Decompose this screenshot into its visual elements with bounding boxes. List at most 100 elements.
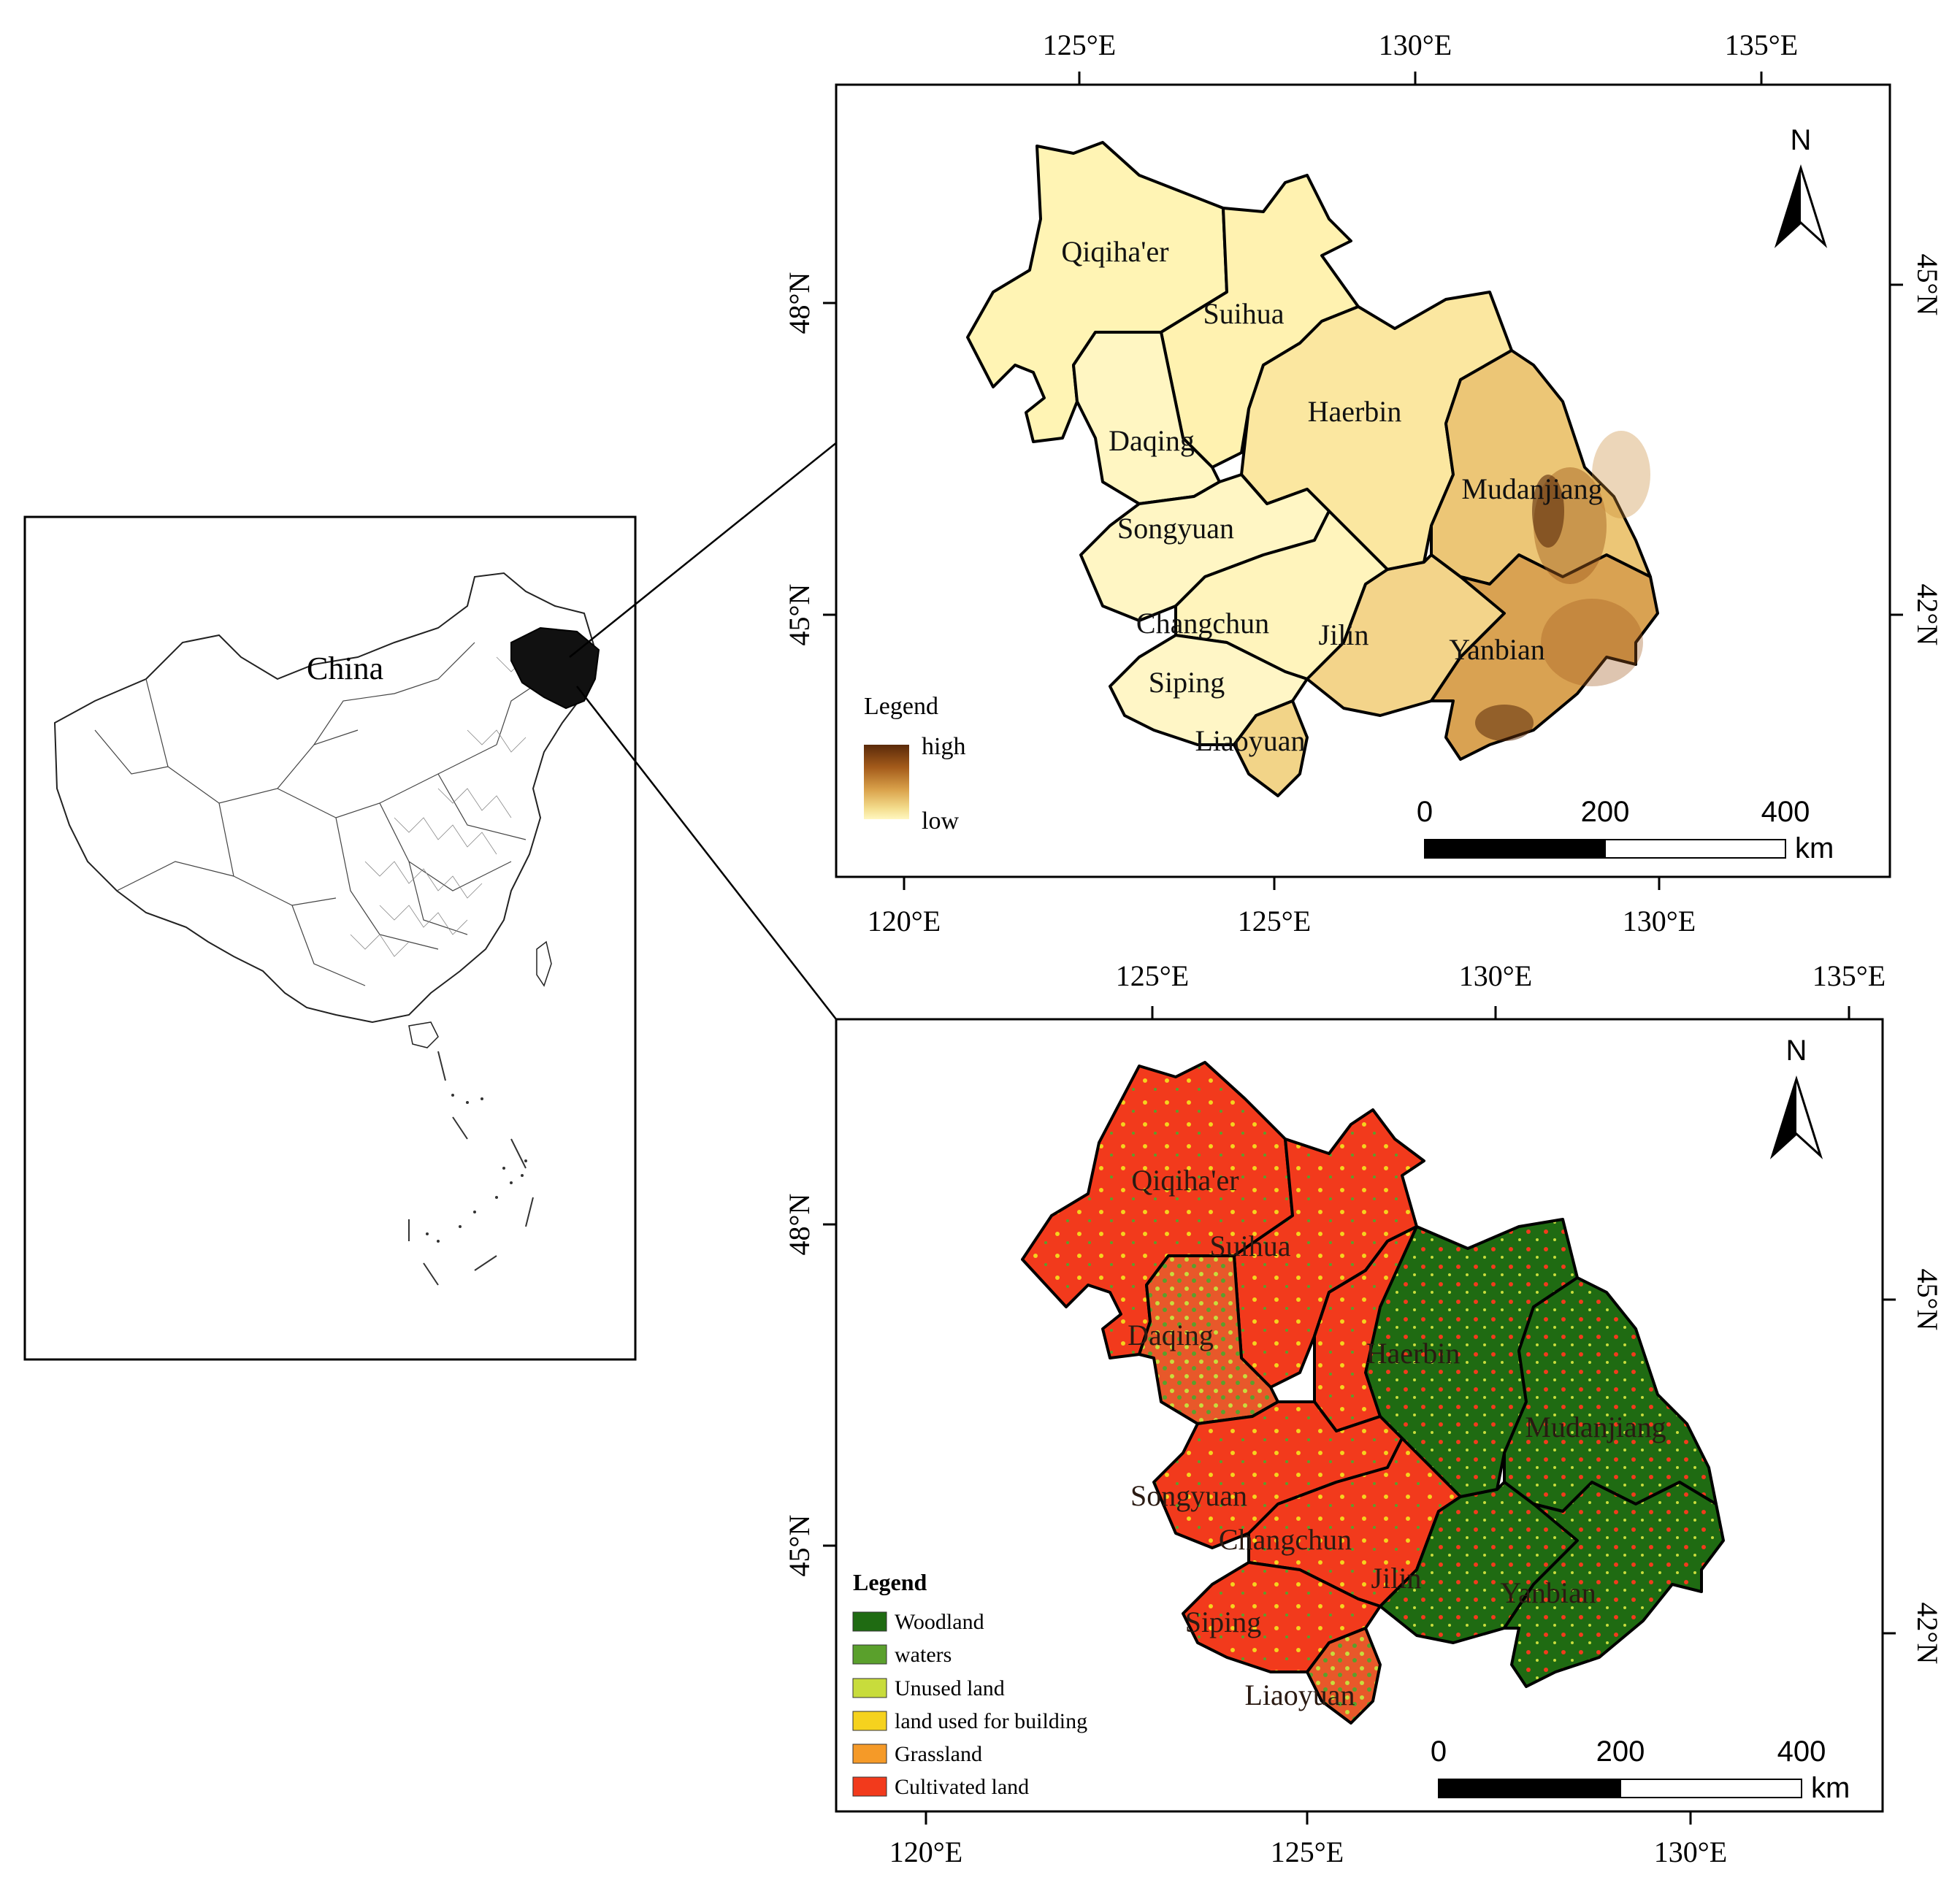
nine-dash-line xyxy=(408,1051,534,1286)
south-china-sea-islands xyxy=(426,1094,527,1243)
dem-scale-bar: 0 200 400 km xyxy=(1417,796,1834,864)
north-arrow-half-icon xyxy=(1772,1079,1796,1156)
dem-bottom-ticks: 120°E 125°E 130°E xyxy=(868,877,1696,937)
legend-label-waters: waters xyxy=(895,1643,952,1667)
hainan-island xyxy=(408,1021,439,1048)
dem-top-tick-label: 130°E xyxy=(1379,28,1452,61)
legend-label-unused-land: Unused land xyxy=(895,1676,1005,1700)
dem-elevation-ramp xyxy=(864,745,909,819)
dem-legend-title: Legend xyxy=(864,693,938,720)
landuse-top-tick-label: 130°E xyxy=(1459,959,1532,992)
dem-left-tick-label: 48°N xyxy=(783,272,816,334)
landuse-right-tick-label: 45°N xyxy=(1911,1269,1944,1331)
legend-swatch-unused-land xyxy=(852,1678,887,1698)
region-label-yanbian: Yanbian xyxy=(1449,633,1545,666)
landuse-top-tick-label: 125°E xyxy=(1116,959,1189,992)
dem-top-ticks: 125°E 130°E 135°E xyxy=(1043,28,1798,85)
taiwan-island xyxy=(536,940,552,987)
landuse-scale-bar: 0 200 400 km xyxy=(1431,1735,1850,1804)
dem-legend-low: low xyxy=(922,808,959,835)
dem-region-labels: Qiqiha'er Suihua Daqing Haerbin Mudanjia… xyxy=(1061,235,1602,757)
landuse-left-tick-label: 45°N xyxy=(783,1515,816,1577)
county-borders xyxy=(350,656,541,957)
lu-label-jilin: Jilin xyxy=(1371,1562,1422,1595)
landuse-scale-unit: km xyxy=(1811,1772,1850,1804)
legend-label-building-land: land used for building xyxy=(895,1709,1087,1733)
dem-top-tick-label: 135°E xyxy=(1725,28,1798,61)
lu-label-liaoyuan: Liaoyuan xyxy=(1244,1679,1355,1711)
dem-scale-white xyxy=(1604,839,1786,859)
region-qiqihaer xyxy=(966,141,1228,443)
landuse-legend-title: Legend xyxy=(853,1569,927,1595)
dem-top-tick-label: 125°E xyxy=(1043,28,1116,61)
connector-bottom xyxy=(576,686,837,1020)
landuse-scale-label: 200 xyxy=(1596,1735,1645,1768)
region-label-daqing: Daqing xyxy=(1109,424,1195,457)
landuse-top-ticks: 125°E 130°E 135°E xyxy=(1116,959,1886,1019)
dem-scale-label: 200 xyxy=(1581,796,1630,828)
landuse-left-ticks: 48°N 45°N xyxy=(783,1194,836,1577)
landuse-bottom-tick-label: 130°E xyxy=(1654,1836,1727,1868)
dem-left-ticks: 48°N 45°N xyxy=(783,272,836,646)
lu-label-daqing: Daqing xyxy=(1128,1319,1214,1351)
landuse-scale-label: 400 xyxy=(1777,1735,1826,1768)
dem-legend-high: high xyxy=(922,733,965,760)
dem-bottom-tick-label: 130°E xyxy=(1623,905,1696,937)
dem-bottom-tick-label: 125°E xyxy=(1238,905,1311,937)
legend-swatch-grassland xyxy=(852,1744,887,1764)
lu-label-changchun: Changchun xyxy=(1219,1523,1352,1556)
legend-swatch-woodland xyxy=(852,1611,887,1632)
lu-region-haerbin-west xyxy=(1313,1225,1418,1432)
region-label-jilin: Jilin xyxy=(1319,618,1369,651)
china-inset: China xyxy=(23,515,637,1361)
landuse-legend: Legend Woodland waters Unused land land … xyxy=(852,1569,1087,1799)
legend-label-woodland: Woodland xyxy=(895,1610,984,1634)
landuse-regions xyxy=(1021,1061,1725,1725)
landuse-north-label: N xyxy=(1786,1035,1807,1067)
landuse-right-ticks: 45°N 42°N xyxy=(1883,1269,1944,1665)
region-label-haerbin: Haerbin xyxy=(1308,395,1402,428)
legend-label-grassland: Grassland xyxy=(895,1742,982,1766)
dem-bottom-tick-label: 120°E xyxy=(868,905,941,937)
lu-label-suihua: Suihua xyxy=(1209,1230,1290,1262)
region-label-suihua: Suihua xyxy=(1203,297,1284,330)
landuse-scale-black xyxy=(1438,1779,1621,1798)
lu-label-songyuan: Songyuan xyxy=(1130,1479,1247,1512)
landuse-scale-white xyxy=(1620,1779,1802,1798)
landuse-right-tick-label: 42°N xyxy=(1911,1603,1944,1665)
region-label-qiqihaer: Qiqiha'er xyxy=(1061,235,1168,268)
landuse-left-tick-label: 48°N xyxy=(783,1194,816,1256)
landuse-scale-label: 0 xyxy=(1431,1735,1447,1768)
dem-scale-label: 0 xyxy=(1417,796,1433,828)
legend-label-cultivated-land: Cultivated land xyxy=(895,1775,1029,1799)
region-liaoyuan xyxy=(1233,699,1309,797)
region-label-siping: Siping xyxy=(1149,666,1225,699)
region-label-liaoyuan: Liaoyuan xyxy=(1195,724,1305,757)
dem-north-label: N xyxy=(1791,124,1812,156)
dem-right-tick-label: 42°N xyxy=(1911,584,1944,646)
landuse-north-arrow: N xyxy=(1769,1035,1823,1159)
landuse-bottom-tick-label: 120°E xyxy=(889,1836,962,1868)
lu-region-qiqihaer xyxy=(1021,1061,1294,1359)
dem-map: 125°E 130°E 135°E 120°E 125°E 130°E 48°N… xyxy=(783,28,1944,937)
dem-legend: Legend high low xyxy=(864,693,965,835)
inset-country-label: China xyxy=(307,651,383,686)
north-arrow-half-icon xyxy=(1777,168,1801,245)
region-label-changchun: Changchun xyxy=(1136,607,1269,640)
study-area-highlight xyxy=(510,626,600,710)
dem-scale-unit: km xyxy=(1795,832,1834,864)
legend-swatch-building-land xyxy=(852,1711,887,1731)
lu-label-yanbian: Yanbian xyxy=(1500,1576,1596,1609)
dem-left-tick-label: 45°N xyxy=(783,584,816,646)
legend-swatch-cultivated-land xyxy=(852,1776,887,1797)
lu-label-mudanjiang: Mudanjiang xyxy=(1525,1411,1666,1443)
lu-label-qiqihaer: Qiqiha'er xyxy=(1131,1164,1239,1197)
dem-right-ticks: 45°N 42°N xyxy=(1890,254,1944,646)
region-label-mudanjiang: Mudanjiang xyxy=(1461,472,1602,505)
lu-region-yanbian xyxy=(1503,1481,1725,1688)
province-borders xyxy=(94,642,556,986)
dem-regions xyxy=(966,141,1659,797)
lu-region-liaoyuan xyxy=(1306,1627,1382,1725)
china-outline xyxy=(53,572,597,1024)
